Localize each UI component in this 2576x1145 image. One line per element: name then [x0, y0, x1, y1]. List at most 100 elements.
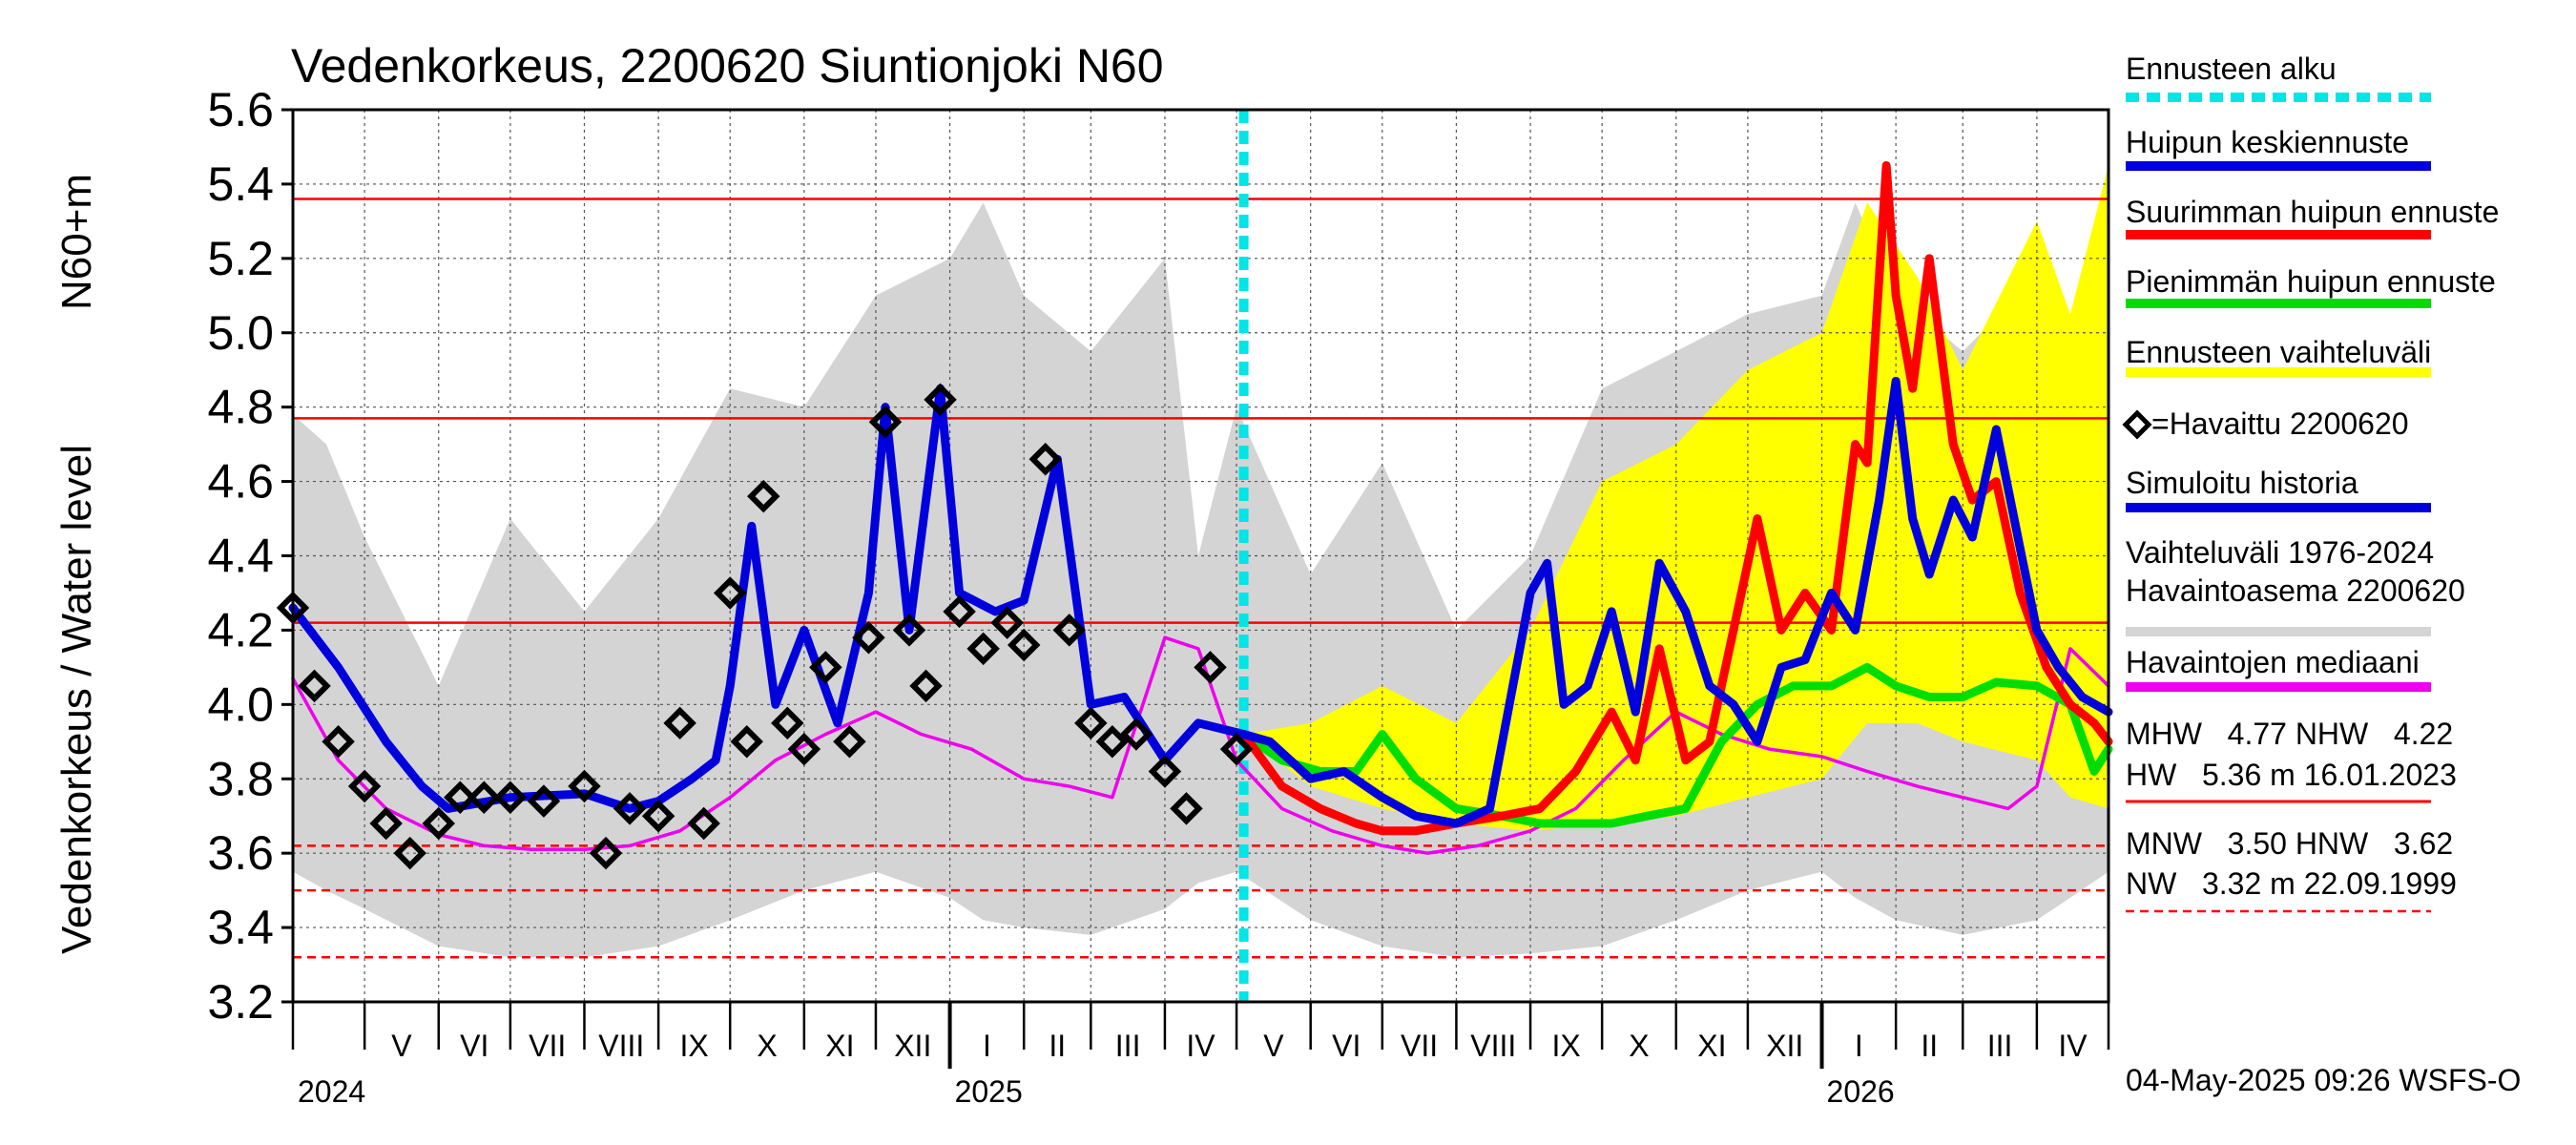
- x-month-label: IX: [1551, 1029, 1580, 1063]
- observed-point: [966, 632, 1000, 666]
- x-month-label: VIII: [598, 1029, 644, 1063]
- y-tick-label: 3.6: [207, 826, 274, 880]
- observed-point: [589, 836, 623, 870]
- observed-point: [1219, 732, 1254, 766]
- x-month-label: II: [1921, 1029, 1938, 1063]
- observed-point: [393, 836, 426, 870]
- x-month-label: VIII: [1470, 1029, 1516, 1063]
- y-tick-label: 4.0: [207, 677, 274, 731]
- legend-label: =Havaittu 2200620: [2151, 406, 2409, 441]
- legend-label: Havaintoasema 2200620: [2126, 573, 2465, 608]
- y-tick-label: 4.2: [207, 603, 274, 656]
- observed-point: [322, 725, 355, 759]
- legend-label: Ennusteen alku: [2126, 52, 2337, 86]
- x-month-label: II: [1049, 1029, 1066, 1063]
- y-tick-label: 3.8: [207, 752, 274, 805]
- observed-point: [771, 706, 804, 740]
- y-axis-unit: N60+m: [53, 174, 100, 310]
- x-month-label: V: [1263, 1029, 1284, 1063]
- observed-point: [493, 781, 528, 814]
- observed-point: [1052, 614, 1087, 647]
- y-tick-label: 4.8: [207, 381, 274, 434]
- x-month-label: IV: [2058, 1029, 2088, 1063]
- x-month-label: IV: [1186, 1029, 1215, 1063]
- series-line: [1239, 376, 2113, 828]
- observed-point: [1170, 792, 1203, 825]
- x-month-label: XII: [894, 1029, 931, 1063]
- reference-lines: [293, 110, 2109, 1002]
- observed-point: [527, 784, 561, 818]
- observed-point: [1194, 651, 1227, 684]
- observed-point: [909, 669, 943, 703]
- y-tick-label: 4.4: [207, 530, 274, 583]
- x-month-label: VII: [529, 1029, 566, 1063]
- y-axis-label: Vedenkorkeus / Water level: [53, 445, 100, 954]
- observed-point: [467, 781, 501, 814]
- legend-marker: [2122, 409, 2152, 440]
- x-year-label: 2024: [298, 1074, 365, 1109]
- stats-row-1: MHW 4.77 NHW 4.22: [2126, 717, 2453, 751]
- observed-point: [730, 725, 763, 759]
- x-month-label: I: [1855, 1029, 1863, 1063]
- y-tick-label: 5.6: [207, 83, 274, 136]
- observed-point: [943, 594, 976, 629]
- x-year-label: 2025: [955, 1074, 1023, 1109]
- legend-label: Suurimman huipun ennuste: [2126, 195, 2499, 229]
- observed-point: [868, 406, 903, 439]
- observed-point: [713, 576, 747, 610]
- statistics-box: MHW 4.77 NHW 4.22 HW 5.36 m 16.01.2023 M…: [2126, 717, 2457, 913]
- observed-point: [787, 732, 821, 766]
- observed-point: [833, 725, 866, 759]
- observed-point: [1074, 706, 1108, 740]
- observed-markers: [276, 383, 1254, 870]
- observed-point: [1007, 628, 1041, 662]
- observed-point: [663, 706, 696, 740]
- legend-label: Vaihteluväli 1976-2024: [2126, 535, 2434, 570]
- observed-point: [892, 614, 926, 647]
- observed-point: [422, 806, 455, 841]
- observed-point: [852, 620, 885, 655]
- x-month-label: VI: [1332, 1029, 1361, 1063]
- legend-label: Huipun keskiennuste: [2126, 125, 2409, 159]
- observed-point: [1095, 725, 1130, 759]
- observed-point: [924, 383, 957, 417]
- y-tick-label: 5.2: [207, 232, 274, 285]
- legend-label: Ennusteen vaihteluväli: [2126, 335, 2431, 369]
- observed-point: [444, 781, 477, 814]
- observed-point: [369, 806, 403, 841]
- x-month-label: X: [757, 1029, 777, 1063]
- legend: Ennusteen alku Huipun keskiennuste Suurimm…: [2122, 52, 2499, 692]
- x-month-label: V: [391, 1029, 412, 1063]
- series-line: [291, 635, 2110, 855]
- observed-point: [568, 769, 601, 803]
- observed-point: [298, 669, 331, 703]
- stats-row-2: HW 5.36 m 16.01.2023: [2126, 758, 2457, 792]
- y-tick-label: 4.6: [207, 455, 274, 509]
- observed-point: [809, 651, 842, 684]
- observed-point: [747, 479, 780, 513]
- x-month-label: XII: [1766, 1029, 1803, 1063]
- axes: 3.2 3.4 3.6 3.8 4.0 4.2 4.4 4.6 4.8 5.0 5.2 5.4 5.6 V…: [207, 83, 2110, 1109]
- observed-point: [641, 799, 675, 833]
- x-month-label: I: [983, 1029, 991, 1063]
- y-tick-label: 5.4: [207, 157, 274, 211]
- footer-timestamp: 04-May-2025 09:26 WSFS-O: [2126, 1063, 2521, 1097]
- x-year-label: 2026: [1827, 1074, 1895, 1109]
- x-month-label: III: [1115, 1029, 1141, 1063]
- stats-row-3: MNW 3.50 HNW 3.62: [2126, 826, 2453, 861]
- observed-point: [1028, 442, 1062, 476]
- observed-point: [990, 606, 1024, 639]
- x-month-label: IX: [680, 1029, 709, 1063]
- chart-title: Vedenkorkeus, 2200620 Siuntionjoki N60: [291, 39, 1164, 93]
- y-tick-label: 5.0: [207, 306, 274, 360]
- y-tick-label: 3.4: [207, 901, 274, 954]
- legend-label: Pienimmän huipun ennuste: [2126, 264, 2496, 299]
- legend-label: Havaintojen mediaani: [2126, 645, 2420, 679]
- observed-point: [1148, 755, 1182, 788]
- series-line: [1239, 662, 2113, 828]
- observed-point: [347, 769, 382, 803]
- x-month-label: VII: [1401, 1029, 1438, 1063]
- legend-label: Simuloitu historia: [2126, 466, 2358, 500]
- x-month-label: XI: [825, 1029, 854, 1063]
